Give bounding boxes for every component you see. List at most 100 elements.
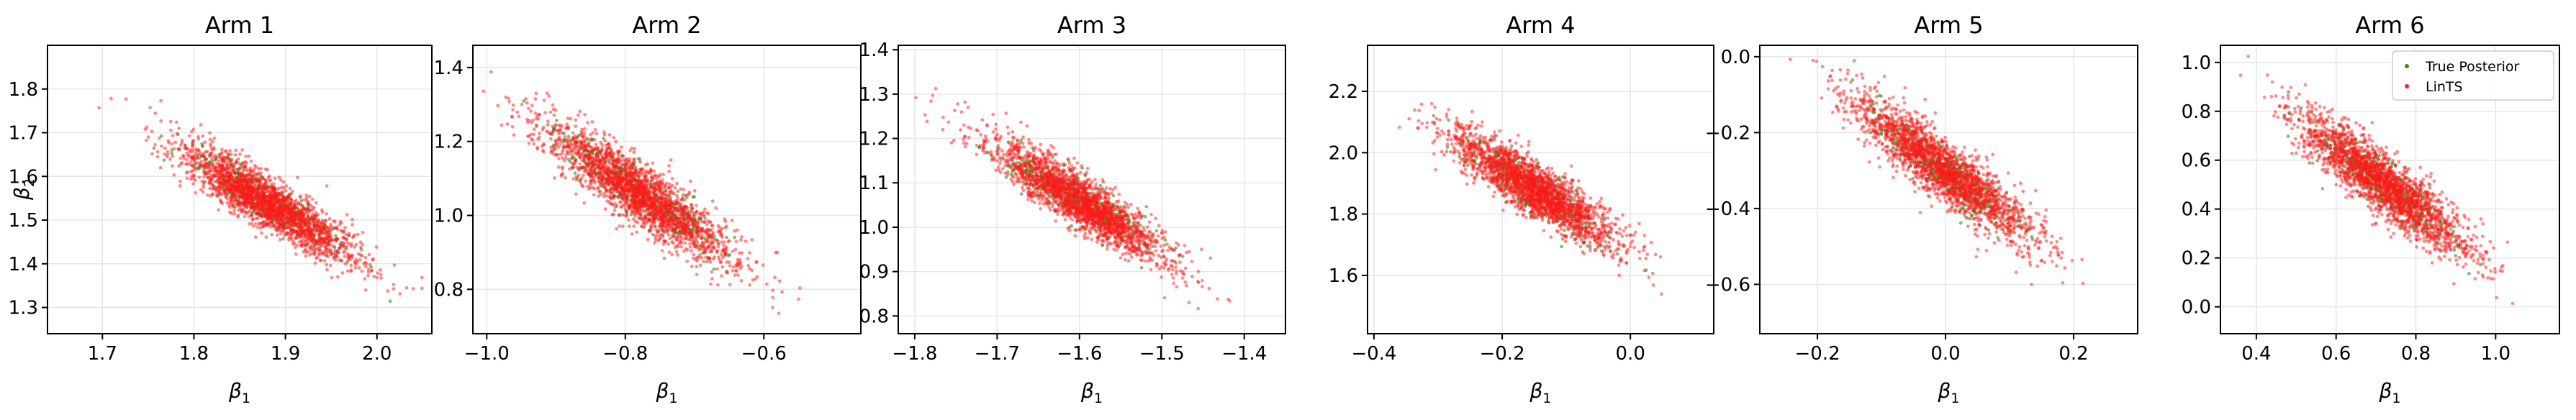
data-point [346,269,350,273]
data-point [188,134,191,138]
data-point [736,229,739,232]
data-point [599,141,602,145]
data-point [367,270,371,274]
data-point [687,228,690,232]
data-point [718,226,721,229]
data-point [335,226,338,229]
data-point [740,235,744,239]
data-point [679,220,683,224]
data-point [178,180,182,183]
data-point [279,238,282,242]
data-point [574,171,577,175]
data-point [420,287,424,291]
data-point [631,232,634,236]
data-point [689,245,692,249]
data-point [356,233,360,237]
data-point [190,156,194,160]
data-point [561,156,564,160]
data-point [683,215,687,219]
data-point [489,70,493,74]
data-point [591,175,595,178]
data-point [561,132,564,135]
data-point [649,168,653,171]
data-point [632,150,636,154]
data-point [585,149,589,152]
data-point [193,158,196,162]
data-point [177,127,181,130]
data-point [591,149,595,152]
data-point [738,251,741,255]
data-point [288,219,292,223]
data-point [336,275,340,279]
data-point [331,226,335,229]
data-point [634,204,638,208]
data-point [726,270,729,273]
data-point [176,132,179,135]
data-point [582,201,586,205]
data-point [321,211,325,214]
data-point [702,260,705,263]
data-point [678,233,682,237]
data-point [654,238,658,242]
data-point [669,198,672,202]
data-point [306,242,309,246]
data-point [612,136,615,140]
data-point [363,256,367,260]
data-point [345,245,348,249]
data-point [708,256,711,260]
data-point [270,224,274,227]
data-point [257,171,261,175]
data-point [294,237,298,240]
data-point [232,196,236,199]
data-point [593,155,597,159]
data-point [634,220,638,224]
data-point [202,181,206,185]
data-point [627,219,631,222]
data-point [713,255,716,259]
data-point [345,232,348,236]
data-point [667,242,671,246]
data-point [591,120,595,124]
data-point [580,176,584,180]
data-point [564,176,567,180]
data-point [525,101,529,105]
data-point [292,216,296,220]
data-point [638,182,641,186]
data-point [683,198,687,202]
data-point [652,203,656,206]
data-point [196,135,200,139]
data-point [638,190,642,193]
data-point [670,229,674,233]
data-point [628,224,631,228]
data-point [658,224,661,228]
data-point [252,198,256,201]
data-point [660,215,664,219]
data-point [580,130,584,134]
data-point [398,292,402,296]
data-point [194,191,197,195]
data-point [630,193,633,197]
data-point [579,141,583,145]
data-point [733,236,736,239]
data-point [251,195,255,198]
data-point [700,227,704,230]
data-point [312,206,316,210]
data-point [549,145,553,149]
data-point [696,241,700,245]
data-point [268,174,271,178]
data-point [660,191,664,195]
data-point [640,215,643,219]
data-point [684,211,688,215]
data-point [695,273,699,276]
data-point [179,157,183,160]
data-point [216,171,220,175]
data-point [550,132,553,135]
data-point [538,113,541,117]
data-point [307,201,310,204]
data-point [202,175,206,179]
data-point [518,115,521,119]
data-point [225,150,228,154]
data-point [171,164,174,168]
data-point [597,158,601,161]
